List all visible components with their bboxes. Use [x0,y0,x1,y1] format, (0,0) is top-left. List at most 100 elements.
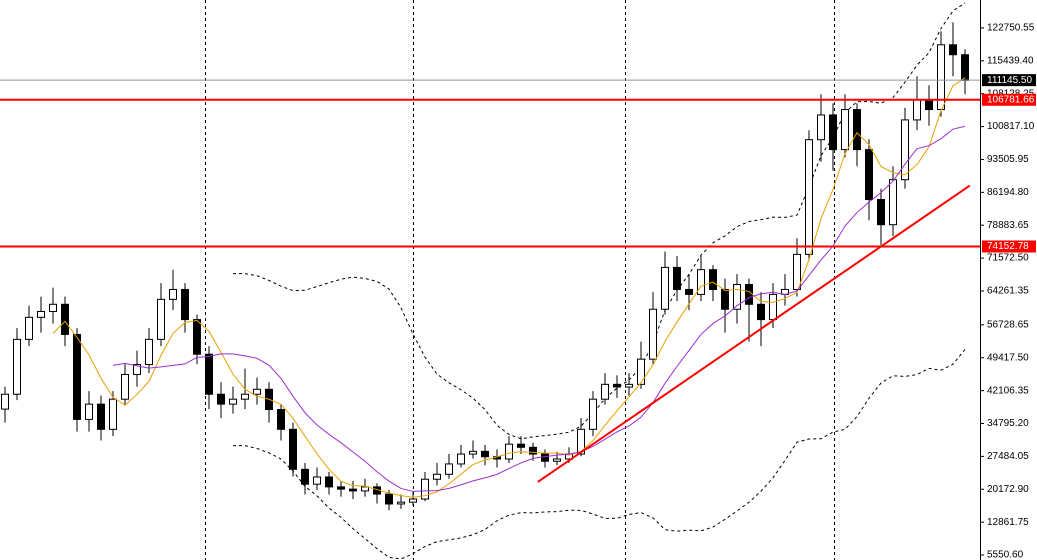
candle-body [541,453,549,462]
y-tick-label: 78883.65 [987,220,1029,231]
y-tick-label: 115439.40 [987,55,1034,66]
candle-body [529,446,537,455]
candle-body [277,409,285,430]
candle-body [121,373,129,400]
candle-body [925,99,933,111]
y-tick-label: 34795.20 [987,418,1029,429]
y-tick-label: 93505.95 [987,154,1029,165]
last-price-label: 111145.50 [987,75,1032,86]
candle-body [745,284,753,305]
candle-body [13,338,21,395]
candle-body [661,266,669,310]
candle-body [949,44,957,56]
candle-body [805,139,813,255]
candle-body [325,476,333,488]
candle-body [481,450,489,458]
candle-body [289,428,297,470]
candle-body [517,443,525,448]
candle-body [109,398,117,430]
y-tick-label: 86194.80 [987,187,1029,198]
candle-body [613,383,621,388]
y-tick-label: 71572.50 [987,253,1029,264]
y-tick-label: 12861.75 [987,517,1029,528]
candle-body [193,319,201,355]
candle-body [793,253,801,290]
candle-body [673,266,681,290]
candle-body [901,119,909,181]
candle-body [733,284,741,310]
candle-body [865,149,873,201]
y-tick-label: 122750.55 [987,23,1035,34]
candle-body [169,288,177,300]
y-tick-label: 27484.05 [987,451,1029,462]
candle-body [721,288,729,310]
candle-body [853,109,861,151]
candle-body [877,199,885,226]
candle-body [145,338,153,366]
candle-body [37,310,45,318]
candle-body [97,403,105,430]
y-tick-label: 20172.90 [987,484,1029,495]
candle-body [589,398,597,430]
candle-body [385,493,393,505]
y-tick-label: 49417.50 [987,352,1029,363]
last-price-box [982,74,1036,87]
candle-body [61,303,69,335]
level-label: 74152.78 [987,241,1029,252]
candle-body [601,383,609,400]
candle-body [205,353,213,395]
y-tick-label: 56728.65 [987,319,1029,330]
candle-body [913,99,921,121]
level-label: 106781.66 [987,94,1035,105]
candle-body [457,453,465,465]
candle-body [697,269,705,295]
candle-body [505,443,513,460]
candle-body [625,383,633,388]
candle-body [421,478,429,500]
candle-body [25,316,33,340]
candle-body [361,486,369,492]
candle-body [49,303,57,312]
candle-body [937,44,945,111]
candle-body [817,114,825,141]
candle-body [637,358,645,385]
candle-body [685,288,693,295]
candle-body [409,498,417,503]
candle-body [649,308,657,360]
level-box [982,93,1036,106]
candle-body [301,468,309,485]
candle-body [841,109,849,151]
candle-body [709,269,717,290]
candle-body [1,393,9,410]
candle-body [313,476,321,485]
candle-body [85,403,93,420]
candle-body [133,364,141,375]
candle-body [757,303,765,321]
y-tick-label: 5550.60 [987,550,1024,560]
candle-body [769,293,777,321]
candle-body [157,298,165,340]
candle-body [73,333,81,420]
y-tick-label: 42106.35 [987,385,1029,396]
candle-body [577,428,585,455]
candle-body [229,398,237,405]
candle-body [397,501,405,505]
candle-body [337,486,345,490]
candle-body [349,488,357,492]
candle-body [961,54,969,81]
level-box [982,240,1036,253]
candle-body [433,473,441,480]
candle-body [553,458,561,462]
candle-body [181,288,189,321]
candle-body [217,393,225,405]
candle-body [241,393,249,400]
y-tick-label: 64261.35 [987,286,1029,297]
moving-average-slow [112,125,966,492]
candle-body [889,179,897,226]
candle-body [445,463,453,475]
candle-body [829,114,837,151]
candle-body [253,388,261,395]
trendline [537,184,971,483]
